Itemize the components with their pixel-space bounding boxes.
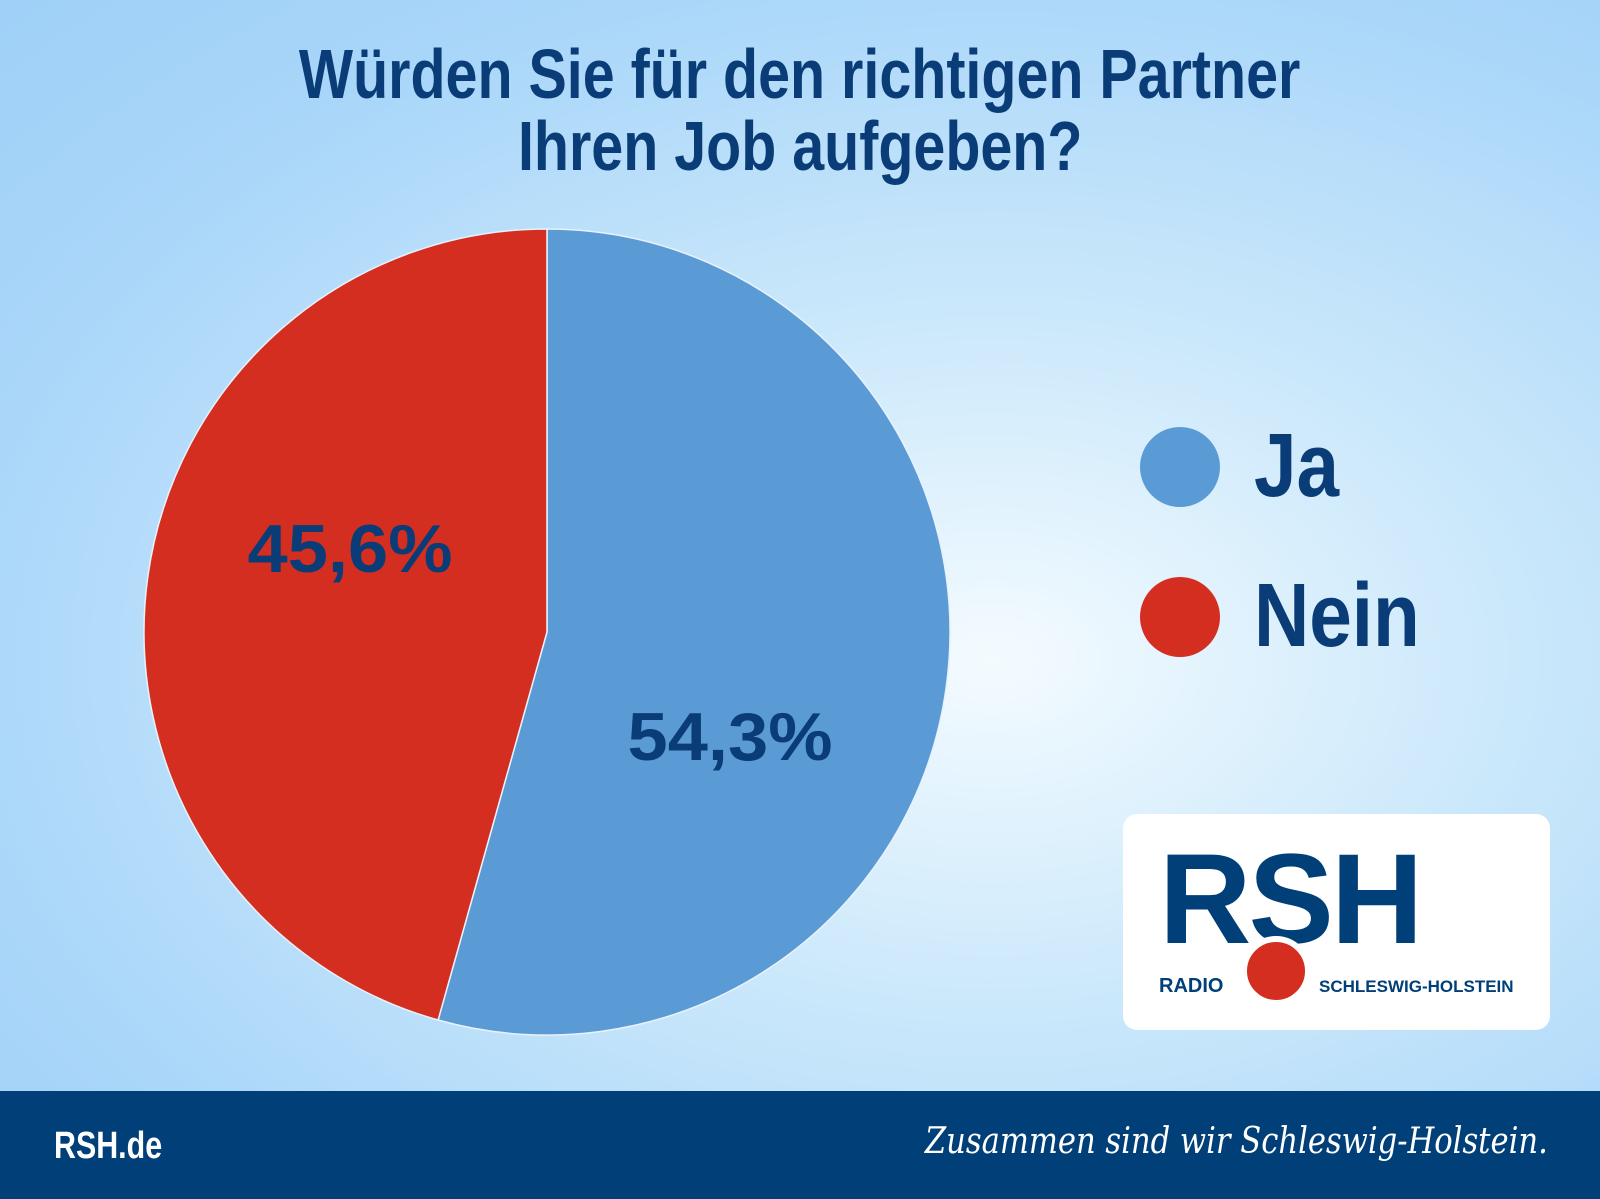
- logo-radio-text: RADIO: [1159, 975, 1224, 997]
- data-label-nein: 45,6%: [248, 511, 453, 587]
- title-line-1: Würden Sie für den richtigen Partner: [299, 35, 1301, 113]
- data-label-ja: 54,3%: [628, 699, 833, 775]
- footer-website: RSH.de: [54, 1125, 163, 1167]
- legend-label-ja: Ja: [1254, 416, 1340, 516]
- pie-slice-nein: [143, 228, 548, 1021]
- legend-label-nein: Nein: [1254, 566, 1420, 666]
- footer-slogan: Zusammen sind wir Schleswig-Holstein.: [925, 1121, 1548, 1162]
- legend-swatch-ja: [1140, 426, 1220, 507]
- legend-item-nein: Nein: [1140, 565, 1449, 668]
- legend-swatch-nein: [1140, 576, 1220, 657]
- legend-item-ja: Ja: [1140, 415, 1354, 518]
- logo-region-text: SCHLESWIG-HOLSTEIN: [1319, 977, 1514, 996]
- logo-red-dot: [1241, 936, 1311, 1006]
- footer-bar: RSH.de Zusammen sind wir Schleswig-Holst…: [0, 1091, 1600, 1199]
- rsh-logo: RSH RADIO SCHLESWIG-HOLSTEIN: [1123, 814, 1550, 1030]
- title-line-2: Ihren Job aufgeben?: [517, 107, 1083, 185]
- pie-slice-ja: [437, 228, 951, 1036]
- chart-title: Würden Sie für den richtigen Partner Ihr…: [0, 38, 1600, 182]
